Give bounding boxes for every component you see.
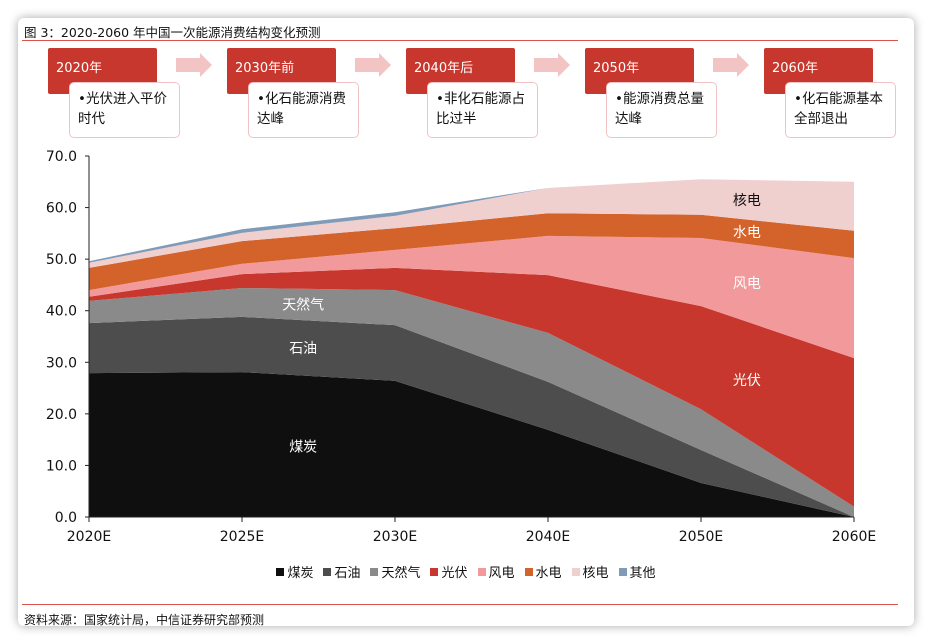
timeline-milestone: •能源消费总量达峰 [606,82,717,138]
series-label: 天然气 [282,297,324,314]
legend-item: 核电 [571,562,609,581]
legend-swatch-icon [430,568,439,576]
legend-swatch-icon [276,568,285,576]
area-series-0 [89,372,854,517]
y-tick-label: 70.0 [46,149,77,165]
legend-item: 天然气 [370,562,420,581]
series-label: 核电 [733,193,761,209]
figure-title: 图 3：2020-2060 年中国一次能源消费结构变化预测 [24,25,321,40]
x-tick-label: 2020E [67,529,111,545]
series-label: 石油 [289,341,317,357]
timeline-milestone: •化石能源消费达峰 [248,82,359,138]
area-series-4 [89,235,854,359]
legend-label: 天然气 [381,566,421,581]
series-label: 光伏 [733,373,761,389]
legend-item: 水电 [524,562,562,581]
y-tick-label: 10.0 [46,458,77,474]
legend-swatch-icon [370,568,379,576]
x-tick-label: 2040E [526,529,570,545]
area-series-1 [89,316,854,517]
y-tick-label: 50.0 [46,252,77,268]
x-tick-label: 2050E [679,529,723,545]
legend-item: 其他 [618,562,656,581]
x-tick-label: 2060E [832,529,876,545]
legend-item: 煤炭 [276,562,313,581]
y-tick-label: 20.0 [46,407,77,423]
series-label: 煤炭 [289,439,317,455]
series-label: 风电 [733,276,761,292]
legend-label: 煤炭 [287,566,314,581]
legend-item: 石油 [323,562,360,581]
legend-swatch-icon [524,568,533,576]
x-tick-label: 2030E [373,529,417,545]
legend-label: 其他 [629,566,656,581]
legend-label: 核电 [582,566,609,581]
x-tick-label: 2025E [220,529,264,545]
area-series-6 [89,179,854,268]
legend-item: 风电 [477,562,515,581]
area-series-2 [89,288,854,517]
y-tick-label: 0.0 [55,510,77,526]
legend-swatch-icon [477,568,486,576]
timeline-milestone: •光伏进入平价时代 [69,82,180,138]
footer-divider [22,604,898,605]
y-tick-label: 30.0 [46,355,77,371]
area-series-3 [89,267,854,507]
area-series-5 [89,213,854,291]
legend-swatch-icon [323,568,332,576]
legend-label: 光伏 [441,566,468,581]
legend-swatch-icon [571,568,580,576]
y-tick-label: 40.0 [46,304,77,320]
chart-legend: 煤炭 石油 天然气 光伏 风电 水电 核电 其他 [0,562,932,581]
legend-label: 风电 [488,566,515,581]
legend-swatch-icon [618,568,627,576]
y-tick-label: 60.0 [46,201,77,217]
series-label: 水电 [733,225,761,241]
source-note: 资料来源：国家统计局，中信证券研究部预测 [24,613,265,627]
legend-label: 水电 [535,566,562,581]
legend-item: 光伏 [430,562,468,581]
title-divider [22,40,898,41]
timeline-milestone: •非化石能源占比过半 [427,82,538,138]
timeline-milestone: •化石能源基本全部退出 [785,82,896,138]
legend-label: 石油 [334,566,361,581]
